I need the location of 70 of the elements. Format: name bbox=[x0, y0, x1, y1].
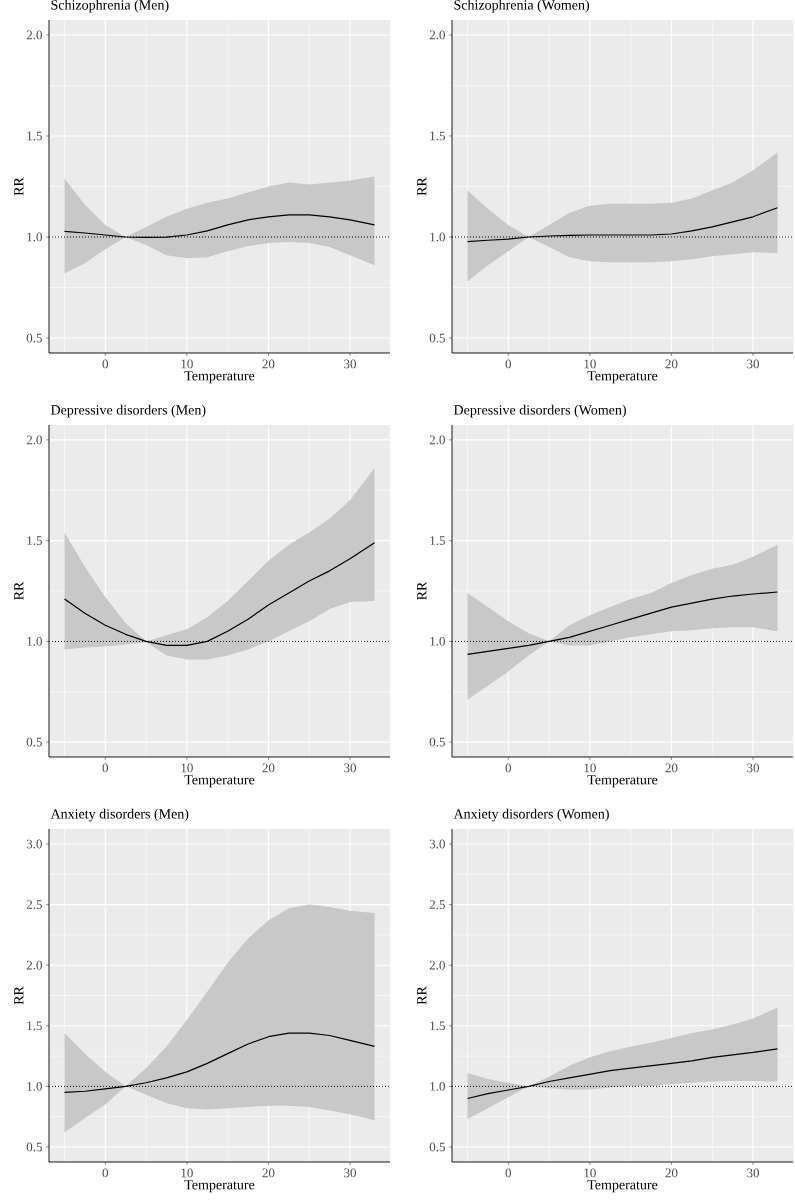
chart-title: Depressive disorders (Men) bbox=[50, 404, 206, 418]
y-tick-label: 2.0 bbox=[429, 30, 445, 40]
y-tick-label: 2.0 bbox=[26, 435, 42, 445]
y-tick-label: 0.5 bbox=[429, 737, 445, 747]
y-tick-label: 1.0 bbox=[27, 1081, 42, 1091]
x-axis-title: Temperature bbox=[184, 371, 255, 384]
y-tick-label: 3.0 bbox=[26, 839, 42, 849]
y-tick-label: 1.0 bbox=[430, 636, 445, 646]
y-tick-label: 1.0 bbox=[27, 636, 42, 646]
y-tick-label: 0.5 bbox=[26, 1142, 42, 1152]
x-axis-title: Temperature bbox=[587, 371, 658, 384]
y-tick-label: 0.5 bbox=[429, 1142, 445, 1152]
x-tick-label: 20 bbox=[665, 763, 678, 773]
x-axis-title: Temperature bbox=[587, 1180, 658, 1193]
y-tick-label: 1.5 bbox=[27, 536, 42, 546]
y-tick-label: 3.0 bbox=[429, 839, 445, 849]
x-tick-label: 10 bbox=[181, 359, 193, 369]
y-tick-label: 0.5 bbox=[429, 333, 445, 343]
x-tick-label: 0 bbox=[505, 763, 512, 773]
x-axis-title: Temperature bbox=[184, 775, 255, 788]
y-tick-label: 1.5 bbox=[27, 1021, 42, 1031]
chart-title: Schizophrenia (Women) bbox=[454, 0, 590, 13]
x-tick-label: 30 bbox=[344, 359, 357, 369]
x-tick-label: 20 bbox=[262, 1168, 275, 1178]
y-tick-label: 2.0 bbox=[26, 960, 42, 970]
x-axis-title: Temperature bbox=[184, 1180, 255, 1193]
y-tick-label: 2.0 bbox=[26, 30, 42, 40]
x-tick-label: 20 bbox=[665, 1168, 678, 1178]
y-axis-title: RR bbox=[14, 986, 24, 1005]
y-tick-label: 1.5 bbox=[27, 131, 42, 141]
x-tick-label: 30 bbox=[344, 763, 357, 773]
y-axis-title: RR bbox=[14, 177, 24, 196]
x-axis-title: Temperature bbox=[587, 775, 658, 788]
y-axis-title: RR bbox=[417, 177, 427, 196]
y-axis-title: RR bbox=[14, 581, 24, 600]
y-tick-label: 1.5 bbox=[430, 131, 445, 141]
y-tick-label: 0.5 bbox=[26, 333, 42, 343]
x-tick-label: 30 bbox=[747, 1168, 760, 1178]
x-tick-label: 30 bbox=[344, 1168, 357, 1178]
x-tick-label: 10 bbox=[584, 1168, 596, 1178]
x-tick-label: 10 bbox=[584, 763, 596, 773]
chart-title: Anxiety disorders (Men) bbox=[50, 808, 189, 822]
chart-title: Depressive disorders (Women) bbox=[453, 404, 626, 418]
x-tick-label: 30 bbox=[747, 359, 760, 369]
y-tick-label: 2.5 bbox=[26, 900, 42, 910]
y-tick-label: 2.0 bbox=[429, 960, 445, 970]
y-tick-label: 1.5 bbox=[430, 1021, 445, 1031]
x-tick-label: 10 bbox=[181, 1168, 193, 1178]
x-tick-label: 0 bbox=[505, 359, 512, 369]
y-tick-label: 2.5 bbox=[429, 900, 445, 910]
y-axis-title: RR bbox=[417, 581, 427, 600]
y-tick-label: 0.5 bbox=[26, 737, 42, 747]
x-tick-label: 20 bbox=[665, 359, 678, 369]
x-tick-label: 10 bbox=[584, 359, 596, 369]
y-tick-label: 1.0 bbox=[430, 1081, 445, 1091]
y-tick-label: 1.0 bbox=[27, 232, 42, 242]
x-tick-label: 20 bbox=[262, 359, 275, 369]
x-tick-label: 20 bbox=[262, 763, 275, 773]
y-tick-label: 2.0 bbox=[429, 435, 445, 445]
y-tick-label: 1.5 bbox=[430, 536, 445, 546]
x-tick-label: 0 bbox=[102, 763, 109, 773]
x-tick-label: 0 bbox=[505, 1168, 512, 1178]
x-tick-label: 0 bbox=[102, 1168, 109, 1178]
x-tick-label: 0 bbox=[102, 359, 109, 369]
y-axis-title: RR bbox=[417, 986, 427, 1005]
x-tick-label: 30 bbox=[747, 763, 760, 773]
x-tick-label: 10 bbox=[181, 763, 193, 773]
chart-title: Anxiety disorders (Women) bbox=[453, 808, 609, 822]
chart-title: Schizophrenia (Men) bbox=[51, 0, 169, 13]
y-tick-label: 1.0 bbox=[430, 232, 445, 242]
